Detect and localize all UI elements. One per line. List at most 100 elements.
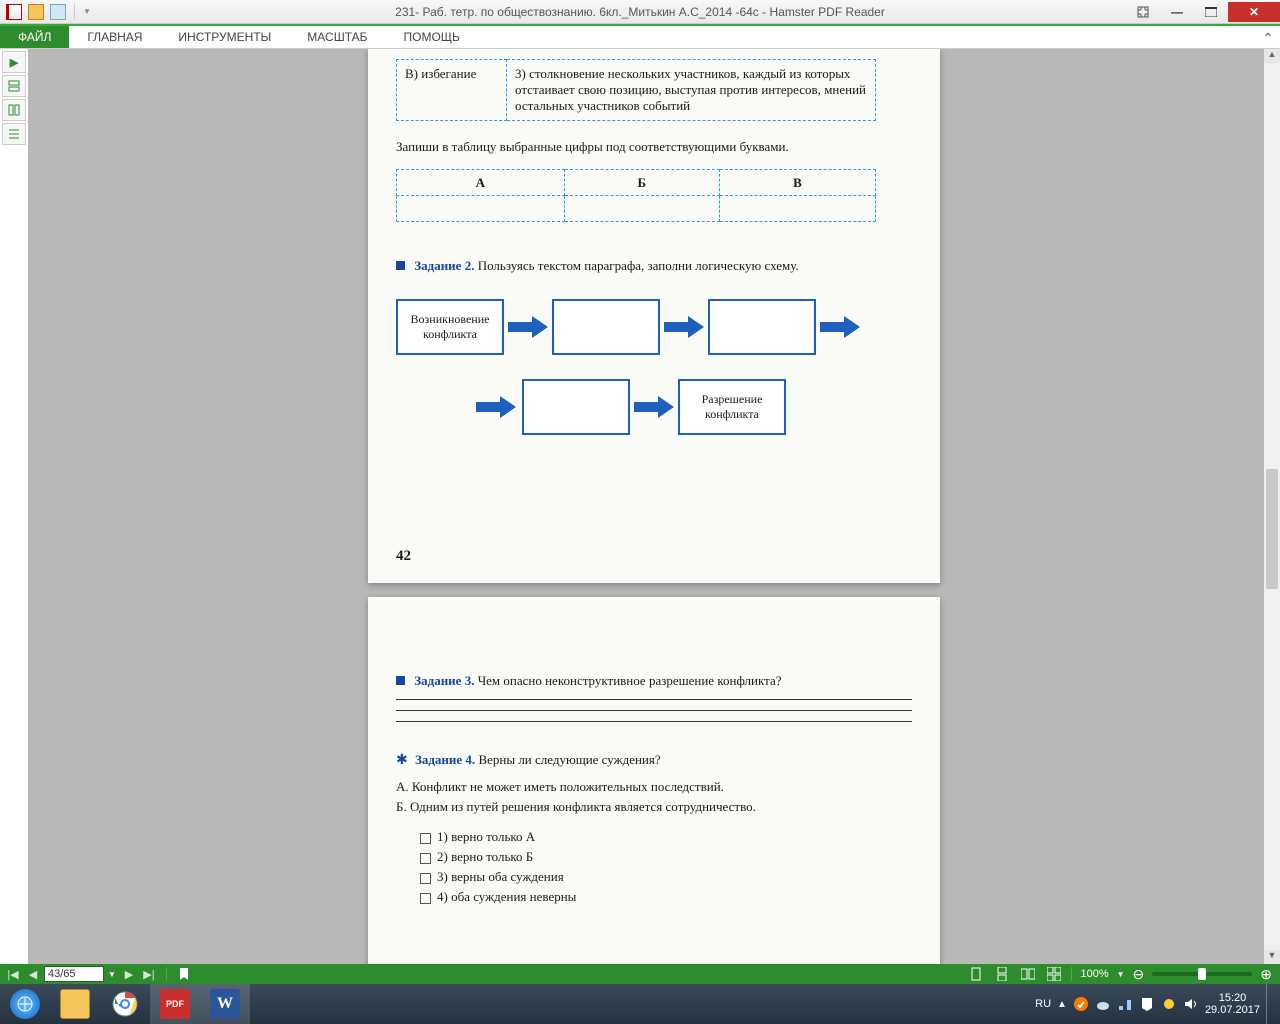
ribbon-collapse-icon[interactable]: ⌃: [1262, 30, 1274, 47]
side-bookmarks-button[interactable]: [2, 99, 26, 121]
qat-separator: [74, 4, 75, 20]
task3-text: Чем опасно неконструктивное разрешение к…: [478, 673, 782, 688]
side-expand-button[interactable]: ▶: [2, 51, 26, 73]
checkbox-icon: [420, 833, 431, 844]
tray-time: 15:20: [1205, 992, 1260, 1004]
tray-network-icon[interactable]: [1117, 996, 1133, 1012]
show-desktop-button[interactable]: [1266, 984, 1274, 1024]
answer-cell-a: [397, 196, 565, 222]
answer-header-b: Б: [564, 170, 719, 196]
pdf-page-43: Задание 3. Чем опасно неконструктивное р…: [368, 597, 940, 964]
tab-tools[interactable]: ИНСТРУМЕНТЫ: [160, 26, 289, 48]
flow-box-4: [522, 379, 630, 435]
answer-line: [396, 699, 912, 700]
prev-page-button[interactable]: ◀: [24, 966, 42, 982]
tab-help[interactable]: ПОМОЩЬ: [386, 26, 478, 48]
answer-line: [396, 710, 912, 711]
flow-arrow-1: [508, 316, 548, 338]
zoom-slider-knob[interactable]: [1198, 968, 1206, 980]
start-button[interactable]: [0, 984, 50, 1024]
task2-text: Пользуясь текстом параграфа, заполни лог…: [478, 258, 799, 273]
page-input[interactable]: [44, 966, 104, 982]
view-single-button[interactable]: [967, 966, 985, 982]
zoom-slider[interactable]: [1152, 972, 1252, 976]
qat-dropdown-icon[interactable]: ▼: [83, 7, 91, 16]
tray-volume-icon[interactable]: [1183, 996, 1199, 1012]
match-right-cell: 3) столкновение нескольких участников, к…: [507, 60, 876, 121]
flow-arrow-4: [476, 396, 516, 418]
match-left-cell: В) избегание: [397, 60, 507, 121]
view-continuous-button[interactable]: [993, 966, 1011, 982]
answer-header-v: В: [719, 170, 875, 196]
scrollbar-thumb[interactable]: [1266, 469, 1278, 589]
scroll-down-icon[interactable]: ▼: [1264, 950, 1280, 964]
tray-weather-icon[interactable]: [1161, 996, 1177, 1012]
view-facing-continuous-button[interactable]: [1045, 966, 1063, 982]
tray-expand-icon[interactable]: ▲: [1057, 999, 1067, 1010]
vertical-scrollbar[interactable]: ▲ ▼: [1264, 49, 1280, 964]
pdf-page-42: В) избегание 3) столкновение нескольких …: [368, 49, 940, 583]
checkbox-icon: [420, 873, 431, 884]
bookmark-button[interactable]: [175, 966, 193, 982]
scroll-up-icon[interactable]: ▲: [1264, 49, 1280, 63]
pdf-viewer[interactable]: В) избегание 3) столкновение нескольких …: [28, 49, 1280, 964]
last-page-button[interactable]: ▶|: [140, 966, 158, 982]
task4-heading: Задание 4.: [415, 752, 475, 767]
tray-clock[interactable]: 15:20 29.07.2017: [1205, 992, 1260, 1016]
zoom-value: 100%: [1080, 968, 1108, 980]
page-number: 42: [396, 548, 411, 565]
title-bar: ▼ 231- Раб. тетр. по обществознанию. 6кл…: [0, 0, 1280, 24]
window-title: 231- Раб. тетр. по обществознанию. 6кл._…: [0, 5, 1280, 19]
option-3: 3) верны оба суждения: [437, 869, 564, 884]
close-button[interactable]: ✕: [1228, 2, 1280, 22]
side-toolbar: ▶: [0, 49, 28, 964]
side-thumbnails-button[interactable]: [2, 75, 26, 97]
answer-header-a: А: [397, 170, 565, 196]
flow-arrow-5: [634, 396, 674, 418]
tab-main[interactable]: ГЛАВНАЯ: [69, 26, 160, 48]
flow-box-3: [708, 299, 816, 355]
tray-avast-icon[interactable]: [1073, 996, 1089, 1012]
zoom-dropdown-icon[interactable]: ▼: [1117, 970, 1125, 979]
flow-arrow-3: [820, 316, 860, 338]
tab-file[interactable]: ФАЙЛ: [0, 26, 69, 48]
maximize-button[interactable]: [1194, 2, 1228, 22]
first-page-button[interactable]: |◀: [4, 966, 22, 982]
flow-box-1: Возникновение конфликта: [396, 299, 504, 355]
option-4: 4) оба суждения неверны: [437, 889, 576, 904]
taskbar-pdf-reader[interactable]: PDF: [150, 984, 200, 1024]
side-outline-button[interactable]: [2, 123, 26, 145]
flow-arrow-2: [664, 316, 704, 338]
zoom-out-button[interactable]: ⊖: [1133, 966, 1145, 983]
tab-scale[interactable]: МАСШТАБ: [289, 26, 385, 48]
taskbar-explorer[interactable]: [50, 984, 100, 1024]
tray-action-center-icon[interactable]: [1139, 996, 1155, 1012]
windows-taskbar: PDF W RU ▲ 15:20 29.07.2017: [0, 984, 1280, 1024]
open-folder-icon[interactable]: [28, 4, 44, 20]
view-facing-button[interactable]: [1019, 966, 1037, 982]
taskbar-chrome[interactable]: [100, 984, 150, 1024]
task4-bullet-icon: ✱: [396, 753, 408, 768]
answer-cell-v: [719, 196, 875, 222]
instruction-text: Запиши в таблицу выбранные цифры под соо…: [396, 139, 912, 155]
taskbar-word[interactable]: W: [200, 984, 250, 1024]
task3-bullet-icon: [396, 676, 405, 685]
option-1: 1) верно только А: [437, 829, 535, 844]
option-2: 2) верно только Б: [437, 849, 533, 864]
checkbox-icon: [420, 853, 431, 864]
zoom-in-button[interactable]: ⊕: [1260, 966, 1272, 983]
fullscreen-button[interactable]: [1126, 2, 1160, 22]
page-dropdown-icon[interactable]: ▼: [106, 970, 118, 979]
tray-cloud-icon[interactable]: [1095, 996, 1111, 1012]
answer-cell-b: [564, 196, 719, 222]
checkbox-icon: [420, 893, 431, 904]
tray-lang[interactable]: RU: [1035, 998, 1051, 1010]
task2-bullet-icon: [396, 261, 405, 270]
print-icon[interactable]: [50, 4, 66, 20]
ribbon-tabs: ФАЙЛ ГЛАВНАЯ ИНСТРУМЕНТЫ МАСШТАБ ПОМОЩЬ …: [0, 24, 1280, 49]
task4-text: Верны ли следующие суждения?: [478, 752, 660, 767]
statement-b: Б. Одним из путей решения конфликта явля…: [396, 799, 912, 815]
minimize-button[interactable]: —: [1160, 2, 1194, 22]
new-doc-icon[interactable]: [6, 4, 22, 20]
next-page-button[interactable]: ▶: [120, 966, 138, 982]
